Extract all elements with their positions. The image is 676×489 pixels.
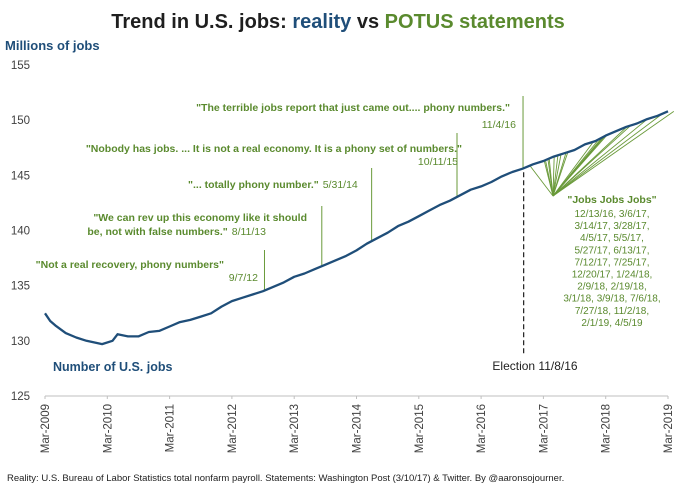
quote-2-line-2: be, not with false numbers." bbox=[87, 226, 227, 238]
jobs-jobs-jobs-ray bbox=[552, 110, 675, 197]
election-label: Election 11/8/16 bbox=[492, 359, 577, 373]
title-part-vs: vs bbox=[351, 11, 384, 33]
quote-3-quote: "... totally phony number." bbox=[188, 179, 319, 191]
quote-2-text: "We can rev up this economy like it shou… bbox=[87, 212, 307, 238]
jobs-jobs-jobs-ray bbox=[552, 134, 608, 197]
jobs-jobs-jobs-date-line: 7/12/17, 7/25/17, bbox=[574, 257, 649, 268]
jobs-jobs-jobs-ray bbox=[552, 155, 559, 197]
jobs-jobs-jobs-date-line: 12/20/17, 1/24/18, bbox=[572, 270, 653, 281]
title-part-potus: POTUS statements bbox=[385, 11, 565, 33]
jobs-jobs-jobs-fan bbox=[529, 110, 675, 197]
jobs-jobs-jobs-ray bbox=[552, 141, 594, 197]
x-tick-label: Mar-2014 bbox=[352, 403, 364, 453]
x-tick-label: Mar-2016 bbox=[476, 404, 488, 453]
jobs-jobs-jobs-ray bbox=[552, 156, 555, 197]
x-tick-label: Mar-2017 bbox=[538, 404, 550, 453]
y-tick-label: 130 bbox=[11, 336, 30, 348]
quote-5-date: 11/4/16 bbox=[482, 119, 516, 131]
quote-3-date: 5/31/14 bbox=[323, 179, 358, 191]
title-part-1: Trend in U.S. jobs: bbox=[111, 11, 292, 33]
x-tick-label: Mar-2011 bbox=[165, 404, 177, 452]
jobs-jobs-jobs-ray bbox=[552, 154, 562, 197]
jobs-jobs-jobs-date-line: 2/9/18, 2/19/18, bbox=[577, 282, 647, 293]
jobs-jobs-jobs-ray bbox=[548, 158, 554, 197]
x-ticks: Mar-2009 Mar-2010 Mar-2011 Mar-2012 Mar-2013… bbox=[40, 396, 675, 453]
jobs-series-line bbox=[44, 110, 669, 346]
title-part-reality: reality bbox=[292, 11, 352, 33]
jobs-jobs-jobs-date-line: 3/1/18, 3/9/18, 7/6/18, bbox=[563, 294, 660, 305]
jobs-jobs-jobs-date-line: 7/27/18, 11/2/18, bbox=[575, 306, 649, 317]
x-tick-label: Mar-2018 bbox=[601, 404, 613, 453]
y-tick-label: 140 bbox=[11, 226, 30, 238]
quote-2-date: 8/11/13 bbox=[232, 226, 266, 238]
jobs-jobs-jobs-date-line: 3/14/17, 3/28/17, bbox=[574, 221, 649, 232]
x-tick-label: Mar-2012 bbox=[227, 404, 239, 453]
y-axis-label: Millions of jobs bbox=[5, 38, 100, 53]
quote-3-text: "... totally phony number." 5/31/14 bbox=[188, 179, 358, 191]
y-tick-label: 135 bbox=[11, 281, 30, 293]
quote-2-line-1: "We can rev up this economy like it shou… bbox=[93, 212, 307, 224]
jobs-jobs-jobs-ray bbox=[529, 165, 554, 197]
footer-source: Reality: U.S. Bureau of Labor Statistics… bbox=[7, 473, 564, 484]
x-tick-label: Mar-2013 bbox=[289, 404, 301, 453]
quote-5-text: "The terrible jobs report that just came… bbox=[196, 102, 510, 114]
jobs-jobs-jobs-ray bbox=[552, 151, 569, 197]
jobs-jobs-jobs-date-line: 5/27/17, 6/13/17, bbox=[574, 245, 649, 256]
x-tick-label: Mar-2010 bbox=[102, 404, 114, 453]
jobs-jobs-jobs-ray bbox=[552, 118, 648, 197]
quote-4-date: 10/11/15 bbox=[418, 156, 458, 168]
jobs-jobs-jobs-date-line: 12/13/16, 3/6/17, bbox=[574, 209, 649, 220]
quote-leaders bbox=[263, 96, 524, 291]
jobs-jobs-jobs-label: "Jobs Jobs Jobs" bbox=[567, 194, 656, 206]
quote-1-date: 9/7/12 bbox=[229, 272, 258, 284]
jobs-jobs-jobs-ray bbox=[552, 125, 632, 197]
y-tick-label: 150 bbox=[11, 115, 30, 127]
x-tick-label: Mar-2019 bbox=[663, 404, 675, 453]
y-tick-label: 125 bbox=[11, 391, 30, 403]
jobs-jobs-jobs-dates: 12/13/16, 3/6/17,3/14/17, 3/28/17,4/5/17… bbox=[563, 209, 660, 329]
y-tick-label: 145 bbox=[11, 170, 30, 182]
x-tick-label: Mar-2015 bbox=[414, 404, 426, 453]
y-tick-label: 155 bbox=[11, 60, 30, 72]
jobs-jobs-jobs-date-line: 2/1/19, 4/5/19 bbox=[581, 318, 643, 329]
chart-title: Trend in U.S. jobs: reality vs POTUS sta… bbox=[111, 11, 564, 33]
series-label: Number of U.S. jobs bbox=[53, 360, 173, 374]
y-ticks: 125 130 135 140 145 150 155 bbox=[11, 60, 30, 403]
quote-4-text: "Nobody has jobs. ... It is not a real e… bbox=[86, 143, 462, 155]
x-tick-label: Mar-2009 bbox=[40, 404, 52, 453]
jobs-jobs-jobs-date-line: 4/5/17, 5/5/17, bbox=[580, 233, 644, 244]
quote-1-text: "Not a real recovery, phony numbers" bbox=[36, 259, 224, 271]
jobs-jobs-jobs-ray bbox=[552, 113, 663, 197]
